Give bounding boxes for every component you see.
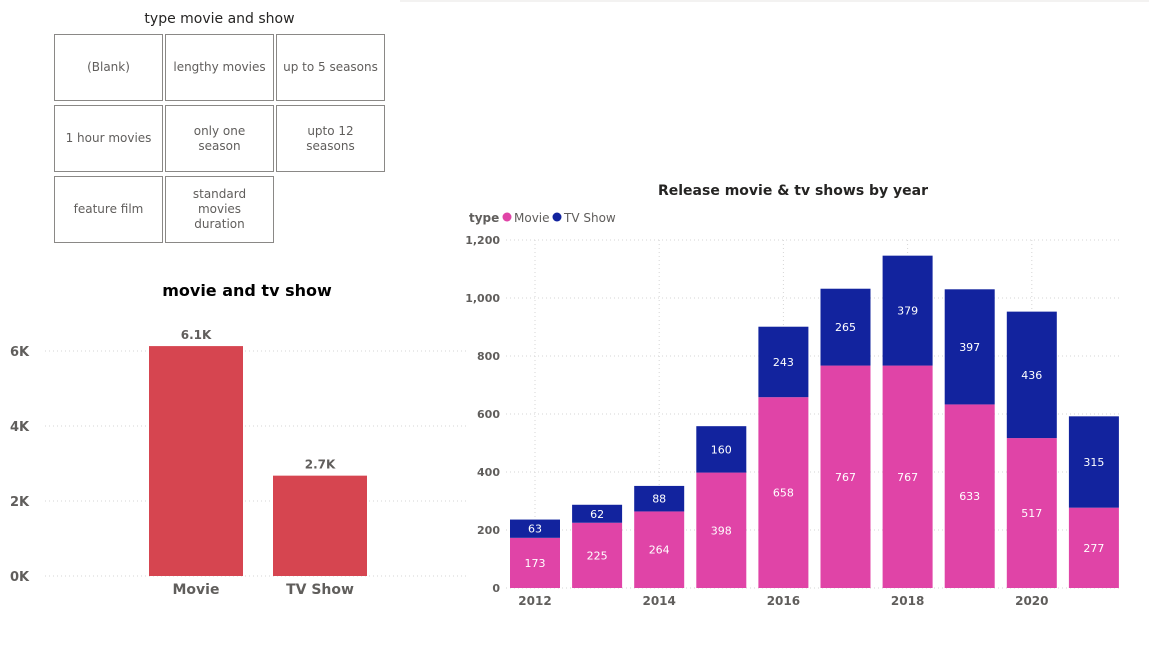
release-by-year-chart: Release movie & tv shows by year type Mo… [465, 183, 1119, 608]
chart1-title: movie and tv show [162, 281, 332, 300]
legend-tv-show-label[interactable]: TV Show [563, 211, 616, 225]
chart2-tv-show-bar [1068, 416, 1119, 508]
legend-title: type [469, 211, 499, 225]
chart2-tv-show-data-label: 243 [773, 356, 794, 369]
chart2-movie-bar [1068, 507, 1119, 588]
slicer-tile-lengthy-movies[interactable]: lengthy movies [165, 34, 274, 101]
chart2-movie-bar [820, 365, 871, 588]
chart2-tv-show-bar [882, 255, 933, 366]
chart2-tv-show-bar [510, 519, 560, 538]
chart2-movie-bar [758, 397, 809, 588]
chart2-movie-bar [944, 404, 995, 588]
chart1-x-tick-label: TV Show [286, 582, 354, 598]
chart2-tv-show-data-label: 436 [1021, 369, 1042, 382]
chart2-legend[interactable]: type Movie TV Show [469, 211, 616, 225]
chart2-x-tick-label: 2020 [1015, 594, 1048, 608]
chart1-y-tick-label: 0K [10, 570, 30, 585]
slicer-tile-upto-12-seasons[interactable]: upto 12 seasons [276, 105, 385, 172]
slicer-tile-up-to-5-seasons[interactable]: up to 5 seasons [276, 34, 385, 101]
chart2-x-tick-label: 2012 [518, 594, 551, 608]
chart2-y-tick-label: 600 [477, 408, 500, 421]
chart2-tv-show-data-label: 315 [1083, 456, 1104, 469]
chart2-y-tick-label: 400 [477, 466, 500, 479]
chart2-movie-bar [696, 472, 747, 588]
chart1-data-label: 2.7K [305, 458, 336, 472]
slicer-tile-label: (Blank) [87, 60, 130, 74]
legend-tv-show-marker [552, 212, 562, 222]
chart2-movie-data-label: 633 [959, 490, 980, 503]
chart2-movie-data-label: 277 [1083, 542, 1104, 555]
chart2-x-tick-label: 2014 [642, 594, 675, 608]
chart2-movie-bar [1006, 438, 1057, 588]
chart1-data-label: 6.1K [181, 328, 212, 342]
chart2-tv-show-bar [634, 485, 685, 512]
slicer-tile-label: 1 hour movies [65, 131, 152, 145]
slicer-title: type movie and show [144, 11, 295, 27]
top-divider [400, 0, 1149, 2]
chart2-tv-show-bar [944, 289, 995, 405]
chart2-tv-show-data-label: 379 [897, 305, 918, 318]
chart2-movie-bar [510, 537, 560, 588]
chart2-tv-show-data-label: 88 [652, 493, 666, 506]
legend-movie-label[interactable]: Movie [514, 211, 550, 225]
chart2-tv-show-data-label: 62 [590, 508, 604, 521]
slicer-tile-label: lengthy movies [173, 60, 266, 74]
chart2-movie-bar [572, 522, 623, 588]
chart2-tv-show-data-label: 160 [711, 443, 732, 456]
chart2-title: Release movie & tv shows by year [658, 183, 928, 199]
chart1-x-tick-label: Movie [173, 582, 220, 598]
chart2-movie-data-label: 225 [587, 549, 608, 562]
chart2-movie-data-label: 767 [897, 471, 918, 484]
movie-tv-show-chart: movie and tv show 0K 2K 4K 6K 6.1K Movie 2.7K T… [10, 281, 468, 598]
chart2-movie-data-label: 517 [1021, 507, 1042, 520]
chart2-y-tick-label: 800 [477, 350, 500, 363]
chart2-movie-data-label: 264 [649, 544, 670, 557]
chart2-x-tick-label: 2016 [767, 594, 800, 608]
chart2-x-tick-label: 2018 [891, 594, 924, 608]
slicer-tile-label: upto 12 seasons [306, 123, 355, 153]
chart2-tv-show-bar [1006, 311, 1057, 439]
slicer-tile-label: standard movies duration [192, 187, 247, 231]
chart2-movie-data-label: 173 [525, 557, 546, 570]
chart2-tv-show-bar [572, 504, 623, 523]
slicer-tile-standard-movies-duration[interactable]: standard movies duration [165, 176, 274, 243]
chart2-tv-show-bar [758, 326, 809, 398]
chart1-y-tick-label: 6K [10, 345, 30, 360]
slicer-tile-1-hour-movies[interactable]: 1 hour movies [54, 105, 163, 172]
chart1-y-tick-label: 4K [10, 420, 30, 435]
chart1-bar [273, 475, 367, 576]
chart1-y-tick-label: 2K [10, 495, 30, 510]
chart2-tv-show-data-label: 265 [835, 321, 856, 334]
chart1-bar [149, 346, 243, 576]
chart2-movie-data-label: 658 [773, 487, 794, 500]
chart2-movie-bar [882, 365, 933, 588]
chart2-movie-data-label: 767 [835, 471, 856, 484]
chart2-movie-data-label: 398 [711, 524, 732, 537]
legend-movie-marker [502, 212, 512, 222]
slicer-tile-feature-film[interactable]: feature film [54, 176, 163, 243]
chart2-movie-bar [634, 511, 685, 588]
chart2-y-tick-label: 200 [477, 524, 500, 537]
chart2-y-tick-label: 1,000 [465, 292, 500, 305]
slicer-grid: (Blank) lengthy movies up to 5 seasons 1… [54, 34, 387, 246]
chart2-tv-show-bar [696, 426, 747, 473]
chart2-y-tick-label: 1,200 [465, 234, 500, 247]
chart2-tv-show-data-label: 63 [528, 523, 542, 536]
slicer-tile-blank[interactable]: (Blank) [54, 34, 163, 101]
chart2-tv-show-data-label: 397 [959, 341, 980, 354]
slicer-tile-label: up to 5 seasons [283, 60, 378, 74]
chart2-tv-show-bar [820, 288, 871, 366]
slicer-tile-label: only one season [193, 123, 246, 153]
slicer-tile-label: feature film [73, 202, 144, 216]
slicer-tile-only-one-season[interactable]: only one season [165, 105, 274, 172]
chart2-y-tick-label: 0 [492, 582, 500, 595]
